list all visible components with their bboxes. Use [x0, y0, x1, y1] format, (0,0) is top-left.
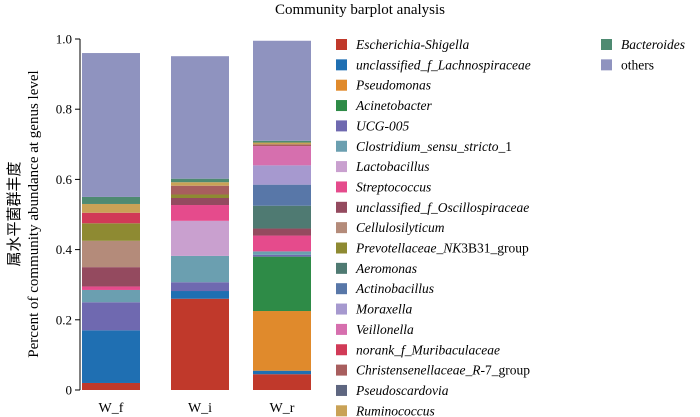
x-category-label: W_f [99, 401, 124, 416]
legend-swatch [336, 100, 347, 112]
bar-segment [171, 282, 229, 292]
bar-segment [253, 140, 311, 143]
bar-segment [253, 165, 311, 185]
bar-segment [253, 142, 311, 145]
bar-segment [253, 311, 311, 371]
bar-segment [253, 228, 311, 236]
legend-entry: Christensenellaceae_R-7_group [356, 363, 530, 378]
x-category-label: W_r [270, 401, 295, 416]
bar-segment [171, 182, 229, 186]
y-tick-label: 1.0 [56, 32, 72, 47]
bar-segment [171, 298, 229, 390]
bar-segment [82, 302, 140, 331]
bar-segment [253, 205, 311, 229]
legend-entry: Prevotellaceae_NK3B31_group [355, 241, 529, 256]
y-tick-label: 0.6 [56, 172, 73, 187]
legend-entry: Cellulosilyticum [356, 220, 445, 235]
bar-segment [82, 289, 140, 303]
y-axis-title-chinese: 属水平菌群丰度 [6, 161, 23, 266]
legend-swatch [336, 161, 347, 173]
bar-segment [171, 198, 229, 206]
bar-segment [82, 330, 140, 383]
bar-segment [82, 382, 140, 390]
y-tick-label: 0 [66, 383, 73, 398]
legend-swatch [336, 303, 347, 315]
bar-segment [253, 235, 311, 252]
legend-swatch [336, 201, 347, 213]
legend-swatch [336, 39, 347, 50]
bar-segment [253, 184, 311, 206]
bar-segment [82, 212, 140, 224]
legend-swatch [336, 140, 347, 152]
legend: Escherichia-Shigella unclassified_f_Lachn… [336, 37, 685, 417]
legend-swatch [336, 323, 347, 335]
bar-segment [82, 196, 140, 204]
legend-swatch [336, 59, 347, 71]
y-axis-title-english: Percent of community abundance at genus … [26, 70, 42, 357]
legend-swatch [336, 222, 347, 234]
y-tick-label: 0.2 [56, 312, 72, 327]
legend-swatch [336, 79, 347, 91]
legend-entry: Escherichia-Shigella [355, 37, 469, 52]
bar-segment [253, 370, 311, 375]
legend-swatch [336, 120, 347, 132]
legend-entry: unclassified_f_Oscillospiraceae [356, 200, 529, 215]
legend-entry: Clostridium_sensu_stricto_1 [356, 139, 512, 154]
legend-entry: Aeromonas [355, 261, 417, 276]
bar-segment [171, 255, 229, 283]
legend-swatch [336, 283, 347, 295]
legend-entry: Acinetobacter [355, 98, 432, 113]
legend-entry: Actinobacillus [355, 281, 434, 296]
bar-segment [171, 291, 229, 299]
bar-segment [171, 178, 229, 183]
y-tick-label: 0.4 [56, 242, 73, 257]
plot-area: 0 0.2 0.4 0.6 0.8 1.0 W_f W_i W_r [56, 32, 311, 416]
legend-entry: UCG-005 [356, 118, 409, 133]
legend-swatch [601, 39, 612, 50]
legend-entry: Veillonella [356, 322, 414, 337]
bar-segment [253, 144, 311, 147]
legend-swatch [601, 59, 612, 71]
bar-segment [253, 256, 311, 312]
legend-entry: Streptococcus [356, 179, 431, 194]
legend-entry: Bacteroides [621, 37, 685, 52]
bar-segment [82, 267, 140, 287]
bar-segment [253, 146, 311, 166]
bar-segment [253, 374, 311, 390]
bar-segment [82, 203, 140, 213]
legend-swatch [336, 262, 347, 274]
bar-segment [82, 286, 140, 290]
legend-entry: Pseudoscardovia [355, 383, 449, 398]
legend-entry: Ruminococcus [355, 403, 435, 417]
legend-swatch [336, 405, 347, 417]
x-category-label: W_i [188, 401, 212, 416]
legend-swatch [336, 344, 347, 356]
legend-entry: norank_f_Muribaculaceae [356, 342, 500, 357]
legend-entry: Lactobacillus [355, 159, 430, 174]
legend-swatch [336, 364, 347, 376]
bar-segment [171, 56, 229, 179]
bar-segment [253, 40, 311, 141]
y-axis-title: 属水平菌群丰度 Percent of community abundance a… [6, 70, 42, 357]
bar-segment [82, 223, 140, 241]
bar-segment [171, 205, 229, 221]
y-tick-label: 0.8 [56, 102, 72, 117]
legend-swatch [336, 384, 347, 396]
bar-segment [253, 254, 311, 257]
bar-segment [82, 53, 140, 197]
legend-swatch [336, 242, 347, 254]
bar-segment [171, 185, 229, 195]
legend-entry: unclassified_f_Lachnospiraceae [356, 57, 531, 72]
bar-segment [82, 240, 140, 268]
legend-entry: Pseudomonas [355, 78, 431, 93]
bar-segment [171, 194, 229, 199]
legend-entry: Moraxella [355, 302, 412, 317]
bar-segment [171, 220, 229, 256]
bar-segment [253, 251, 311, 255]
legend-entry: others [621, 57, 654, 72]
legend-swatch [336, 181, 347, 193]
chart-title: Community barplot analysis [275, 2, 445, 18]
